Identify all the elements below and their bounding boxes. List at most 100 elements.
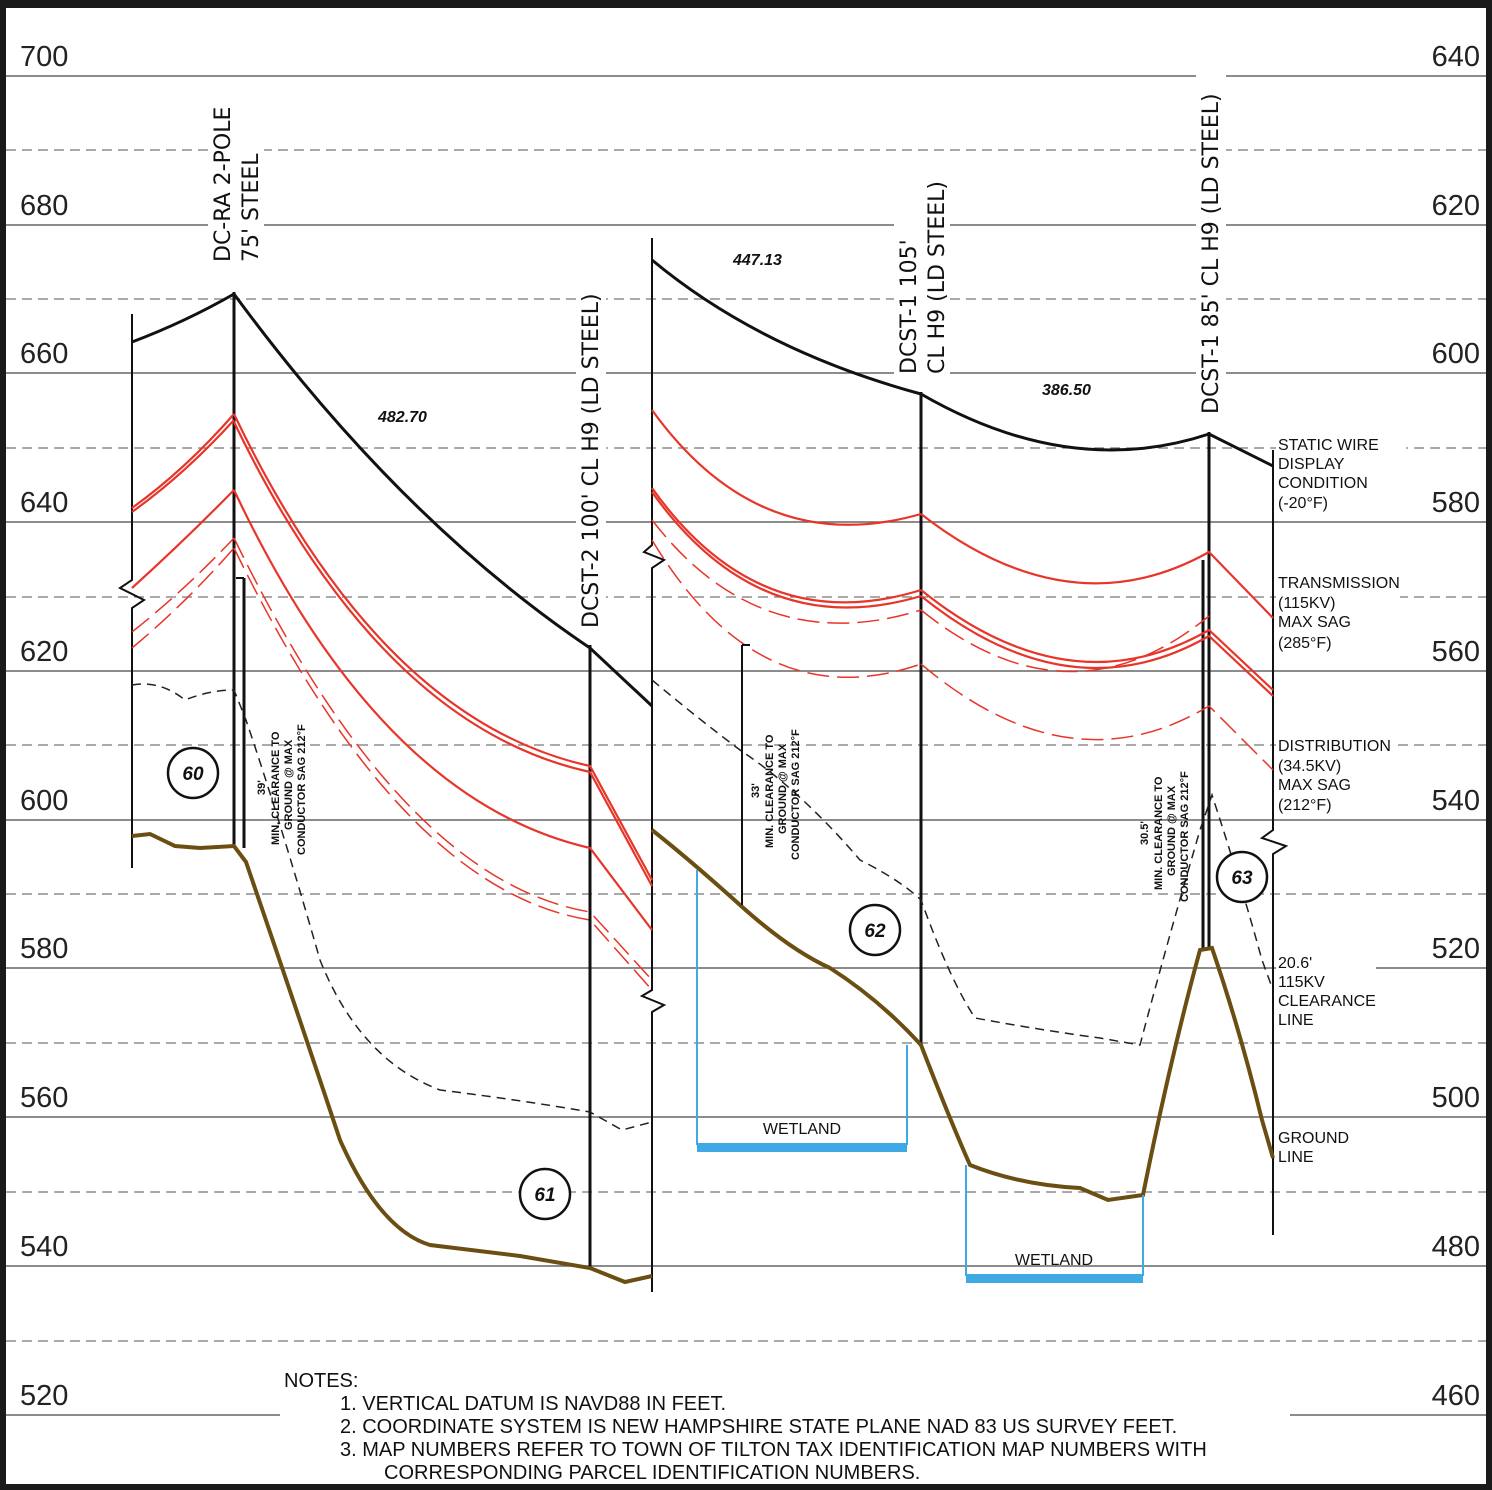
- left-axis-label: 660: [20, 338, 68, 370]
- map-number-circle: [1215, 850, 1269, 904]
- legend-static-l2: DISPLAY: [1278, 456, 1345, 473]
- left-axis-label: 680: [20, 190, 68, 222]
- legend-bg: [1276, 572, 1400, 652]
- transmission-conductors: [131, 409, 1274, 931]
- label-bg: [894, 160, 950, 374]
- notes: NOTES: 1. VERTICAL DATUM IS NAVD88 IN FE…: [280, 1364, 1290, 1484]
- distribution-span-3-b: [920, 663, 1274, 771]
- static-wire-span-left: [131, 292, 235, 344]
- section-boundaries: [118, 238, 1289, 1292]
- wetland-label: WETLAND: [763, 1121, 841, 1138]
- map-number-circle: [166, 746, 220, 800]
- distribution-span-2-b: [651, 539, 922, 678]
- legend-distribution-l3: MAX SAG: [1278, 777, 1351, 794]
- axis-label-bg: [14, 1377, 80, 1411]
- axis-label-bg: [1418, 1228, 1484, 1262]
- left-border: [0, 0, 6, 1490]
- axis-label-bg: [1418, 782, 1484, 816]
- ground-line-span-2-3: [650, 828, 1275, 1203]
- legend-ground-l1: GROUND: [1278, 1130, 1349, 1147]
- notes-title: NOTES:: [284, 1370, 358, 1392]
- right-axis-label: 540: [1432, 785, 1480, 817]
- span-length: 447.13: [732, 252, 782, 269]
- distribution-span-2: [651, 519, 922, 624]
- static-wire: [131, 258, 1274, 708]
- axis-label-bg: [1418, 484, 1484, 518]
- axis-label-bg: [1418, 335, 1484, 369]
- bottom-border: [0, 1484, 1492, 1490]
- clearance-line-span-2-3: [651, 679, 1274, 1046]
- conductor-upper-left-b: [131, 419, 235, 513]
- left-axis-label: 580: [20, 933, 68, 965]
- label-bg: [576, 246, 606, 630]
- conductor-lower-span-3-b: [920, 595, 1274, 697]
- note-item: 3. MAP NUMBERS REFER TO TOWN OF TILTON T…: [340, 1439, 1207, 1461]
- clearance-note-60-l3: CONDUCTOR SAG 212°F: [296, 724, 308, 855]
- note-item: 1. VERTICAL DATUM IS NAVD88 IN FEET.: [340, 1393, 726, 1415]
- axis-label-bg: [14, 38, 80, 72]
- axis-label-bg: [14, 484, 80, 518]
- legend: STATIC WIRE DISPLAY CONDITION (-20°F) TR…: [1276, 436, 1406, 1166]
- axis-label-bg: [14, 1079, 80, 1113]
- right-axis-label: 480: [1432, 1231, 1480, 1263]
- conductor-upper-span-1: [233, 413, 653, 881]
- clearance-note-62-l1: MIN. CLEARANCE TO: [764, 734, 776, 848]
- static-wire-span-2: [651, 258, 922, 396]
- wetland-bar-1: [697, 1144, 907, 1152]
- span-length: 482.70: [377, 409, 427, 426]
- left-axis-label: 520: [20, 1380, 68, 1412]
- left-axis-label: 560: [20, 1082, 68, 1114]
- structure-label-62-line1: DCST-1 105': [897, 239, 922, 374]
- axis-label-bg: [14, 335, 80, 369]
- axis-label-bg: [14, 633, 80, 667]
- axis-label-bg: [1418, 1079, 1484, 1113]
- legend-transmission-l3: MAX SAG: [1278, 614, 1351, 631]
- axis-label-bg: [1418, 38, 1484, 72]
- conductor-lower-span-2-b: [651, 491, 922, 609]
- axis-label-bg: [1418, 930, 1484, 964]
- clearance-value-60: 39': [256, 780, 268, 795]
- clearance-note-63-l2: GROUND @ MAX: [1166, 785, 1178, 876]
- legend-bg: [1276, 736, 1392, 816]
- distribution-span-1: [233, 537, 653, 981]
- legend-clearance-l4: LINE: [1278, 1012, 1314, 1029]
- legend-static-l4: (-20°F): [1278, 495, 1328, 512]
- clearance-value-63: 30.5': [1139, 821, 1151, 845]
- label-bg: [208, 80, 264, 264]
- map-number-circle: [518, 1167, 572, 1221]
- legend-clearance-l3: CLEARANCE: [1278, 993, 1376, 1010]
- legend-static-l3: CONDITION: [1278, 475, 1368, 492]
- structure-label-62-line2: CL H9 (LD STEEL): [925, 181, 950, 374]
- conductor-lower-span-1: [233, 489, 653, 931]
- conductor-upper-span-2: [651, 409, 922, 526]
- right-axis: 640 620 600 580 560 540 520 500 480 460: [1418, 38, 1484, 1412]
- section-boundary-left: [118, 314, 146, 868]
- conductor-upper-span-1-b: [233, 421, 653, 887]
- left-axis-label: 620: [20, 636, 68, 668]
- clearance-note-63-l1: MIN. CLEARANCE TO: [1153, 776, 1165, 890]
- distribution-span-3: [920, 609, 1210, 673]
- left-axis-label: 600: [20, 785, 68, 817]
- ground-line-span-1: [131, 831, 653, 1285]
- axis-label-bg: [14, 930, 80, 964]
- section-boundary-right: [1259, 450, 1289, 1235]
- structure-label-60-line1: DC-RA 2-POLE: [211, 107, 236, 262]
- conductor-lower-span-3: [920, 589, 1274, 691]
- legend-distribution-l1: DISTRIBUTION: [1278, 738, 1391, 755]
- structure-labels: DC-RA 2-POLE 75' STEEL DCST-2 100' CL H9…: [208, 48, 1226, 630]
- left-axis: 700 680 660 640 620 600 580 560 540 520: [14, 38, 80, 1412]
- conductor-upper-left: [131, 413, 235, 509]
- right-axis-label: 640: [1432, 41, 1480, 73]
- legend-bg: [1276, 436, 1406, 512]
- legend-transmission-l4: (285°F): [1278, 635, 1332, 652]
- left-axis-label: 540: [20, 1231, 68, 1263]
- distribution-left-b: [131, 547, 235, 649]
- clearance-note-62-l2: GROUND @ MAX: [777, 743, 789, 834]
- left-axis-label: 700: [20, 41, 68, 73]
- clearance-note-60-l1: MIN. CLEARANCE TO: [270, 731, 282, 845]
- legend-clearance-l2: 115KV: [1278, 974, 1325, 991]
- conductor-lower-span-2: [651, 487, 922, 604]
- conductor-lower-left: [131, 489, 235, 589]
- legend-ground-l2: LINE: [1278, 1149, 1314, 1166]
- clearance-line-span-1: [131, 683, 653, 1131]
